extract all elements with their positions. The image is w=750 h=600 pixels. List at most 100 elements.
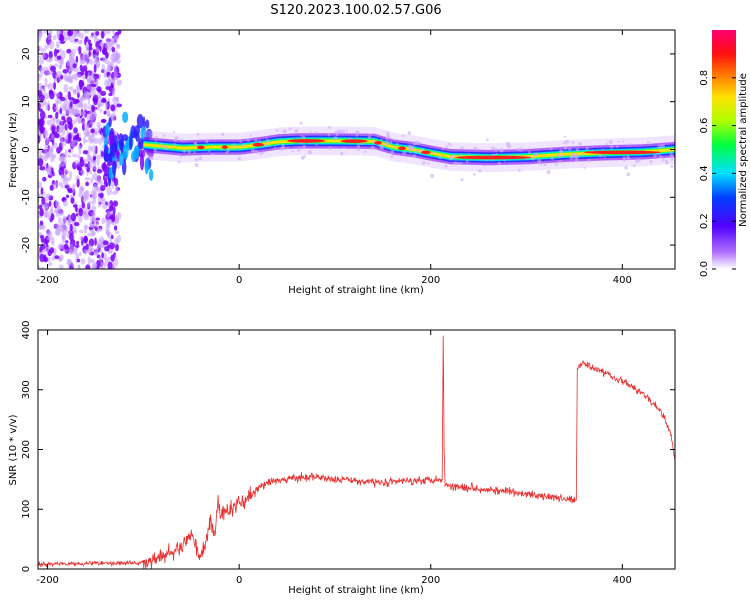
spectrogram-speckle [71, 119, 78, 125]
spectrogram-speckle [85, 181, 90, 187]
spectrogram-speckle [83, 158, 89, 163]
spectrogram-speckle [483, 164, 486, 167]
spectrogram-band [325, 139, 328, 143]
spectrogram-speckle [624, 165, 628, 170]
spectrogram-speckle [52, 117, 56, 126]
spectrogram-speckle [367, 135, 372, 139]
spectrogram-band [536, 154, 539, 158]
y-tick-label: 100 [21, 500, 32, 519]
spectrogram-speckle [601, 148, 604, 152]
spectrogram-speckle [460, 161, 463, 165]
spectrogram-speckle [339, 151, 344, 156]
spectrogram-speckle [409, 151, 412, 154]
spectrogram-blob [138, 137, 145, 150]
spectrogram-speckle [38, 223, 41, 228]
spectrogram-speckle [89, 34, 94, 39]
spectrogram-y-ticks: -20 -10 0 10 20 [21, 48, 675, 253]
spectrogram-speckle [603, 155, 606, 158]
spectrogram-x-label: Height of straight line (km) [288, 285, 424, 296]
spectrogram-speckle [42, 176, 47, 182]
spectrogram-speckle [87, 256, 91, 266]
spectrogram-speckle [82, 120, 86, 124]
spectrogram-speckle [74, 98, 80, 104]
spectrogram-band [417, 149, 420, 153]
spectrogram-speckle [48, 145, 54, 153]
spectrogram-speckle [412, 141, 417, 146]
spectrogram-speckle [112, 35, 118, 45]
spectrogram-speckle [39, 166, 46, 171]
spectrogram-speckle [39, 110, 46, 120]
spectrogram-speckle [309, 131, 312, 134]
spectrogram-peak [374, 141, 382, 145]
spectrogram-speckle [154, 135, 158, 140]
spectrogram-speckle [55, 228, 61, 236]
spectrogram-speckle [83, 136, 86, 145]
spectrogram-speckle [617, 140, 620, 143]
spectrogram-blob [105, 122, 110, 137]
spectrogram-speckle [452, 154, 455, 158]
spectrogram-speckle [246, 138, 251, 142]
spectrogram-speckle [64, 35, 70, 40]
spectrogram-speckle [407, 144, 413, 149]
spectrogram-peak [197, 145, 205, 150]
spectrogram-speckle [241, 143, 246, 147]
spectrogram-peak [421, 150, 431, 155]
spectrogram-speckle [616, 145, 619, 148]
spectrogram-band [580, 152, 583, 156]
spectrogram-speckle [194, 162, 199, 168]
spectrogram-speckle [81, 122, 85, 132]
spectrogram-speckle [254, 138, 258, 143]
spectrogram-speckle [60, 184, 64, 189]
spectrogram-speckle [99, 46, 102, 52]
spectrogram-band [664, 148, 667, 152]
snr-x-label: Height of straight line (km) [288, 585, 424, 596]
spectrogram-speckle [177, 160, 181, 164]
spectrogram-speckle [45, 210, 50, 218]
spectrogram-band [413, 148, 416, 152]
spectrogram-band [158, 144, 161, 148]
spectrogram-speckle [105, 181, 109, 188]
spectrogram-band [453, 155, 456, 159]
spectrogram-speckle [38, 30, 43, 39]
spectrogram-band [388, 144, 391, 148]
spectrogram-speckle [632, 164, 636, 168]
colorbar-tick-label: 0.2 [699, 213, 710, 229]
spectrogram-speckle [558, 160, 562, 164]
spectrogram-speckle [64, 184, 70, 189]
spectrogram-speckle [88, 161, 93, 169]
spectrogram-speckle [92, 262, 98, 269]
spectrogram-band [434, 152, 437, 156]
spectrogram-speckle [453, 161, 458, 166]
spectrogram-speckle [77, 102, 83, 108]
spectrogram-speckle [438, 155, 443, 160]
spectrogram-speckle [78, 264, 81, 269]
spectrogram-speckle [47, 33, 53, 40]
spectrogram-band [538, 154, 541, 158]
spectrogram-speckle [575, 148, 580, 152]
spectrogram-band [193, 146, 196, 150]
spectrogram-speckle [160, 144, 164, 148]
spectrogram-speckle [98, 236, 105, 244]
spectrogram-band [549, 153, 552, 157]
spectrogram-band [216, 145, 219, 149]
spectrogram-band [177, 146, 180, 150]
spectrogram-speckle [90, 128, 95, 134]
spectrogram-speckle [58, 166, 65, 176]
spectrogram-speckle [160, 142, 163, 145]
spectrogram-speckle [299, 121, 303, 125]
spectrogram-speckle [114, 185, 119, 194]
spectrogram-blob [122, 111, 129, 123]
spectrogram-band [555, 153, 558, 157]
spectrogram-speckle [39, 124, 44, 134]
spectrogram-band [273, 140, 276, 144]
spectrogram-band [367, 139, 370, 143]
spectrogram-speckle [447, 142, 451, 146]
spectrogram-band [587, 151, 590, 155]
spectrogram-speckle [58, 36, 65, 42]
spectrogram-speckle [78, 207, 84, 217]
spectrogram-speckle [116, 79, 123, 86]
spectrogram-speckle [39, 253, 45, 263]
spectrogram-speckle [67, 189, 73, 194]
spectrogram-speckle [100, 30, 105, 39]
